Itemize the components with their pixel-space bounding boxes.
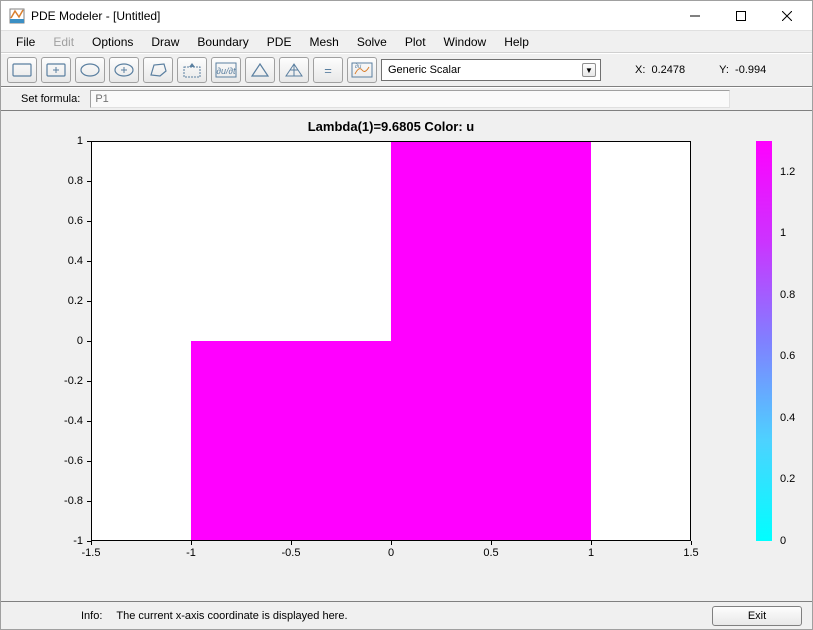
formula-label: Set formula:: [21, 93, 80, 105]
menu-mesh[interactable]: Mesh: [300, 33, 347, 51]
menu-pde[interactable]: PDE: [258, 33, 301, 51]
close-button[interactable]: [764, 1, 810, 31]
ellipse-tool-button[interactable]: [75, 57, 105, 83]
status-info-label: Info:: [81, 610, 102, 622]
app-icon: [9, 8, 25, 24]
boundary-tool-button[interactable]: [177, 57, 207, 83]
menu-window[interactable]: Window: [435, 33, 496, 51]
solve-button[interactable]: =: [313, 57, 343, 83]
menu-boundary[interactable]: Boundary: [188, 33, 257, 51]
y-tick: -0.8: [51, 495, 91, 507]
menu-edit: Edit: [44, 33, 83, 51]
mesh-init-button[interactable]: [245, 57, 275, 83]
rect-tool-button[interactable]: [7, 57, 37, 83]
svg-text:=: =: [324, 63, 332, 78]
toolbar: ∂u/∂t = ∂u Generic Scalar ▼ X: 0.2478 Y:…: [1, 53, 812, 87]
dropdown-value: Generic Scalar: [388, 64, 461, 76]
plot-title: Lambda(1)=9.6805 Color: u: [91, 119, 691, 134]
svg-text:∂u: ∂u: [355, 63, 362, 70]
titlebar[interactable]: PDE Modeler - [Untitled]: [1, 1, 812, 31]
menu-solve[interactable]: Solve: [348, 33, 396, 51]
app-window: PDE Modeler - [Untitled] FileEditOptions…: [0, 0, 813, 630]
plot-3d-button[interactable]: ∂u: [347, 57, 377, 83]
menubar: FileEditOptionsDrawBoundaryPDEMeshSolveP…: [1, 31, 812, 53]
menu-help[interactable]: Help: [495, 33, 538, 51]
menu-plot[interactable]: Plot: [396, 33, 435, 51]
status-text: The current x-axis coordinate is display…: [116, 610, 712, 622]
statusbar: Info: The current x-axis coordinate is d…: [1, 601, 812, 629]
y-coord-readout: Y: -0.994: [719, 64, 766, 76]
minimize-button[interactable]: [672, 1, 718, 31]
y-tick: -0.4: [51, 415, 91, 427]
rect-center-tool-button[interactable]: [41, 57, 71, 83]
y-tick: 0: [51, 335, 91, 347]
colorbar-tick: 0.6: [772, 350, 795, 362]
y-tick: 0.2: [51, 295, 91, 307]
y-tick: -0.2: [51, 375, 91, 387]
x-coord-readout: X: 0.2478: [635, 64, 685, 76]
y-tick: 0.6: [51, 215, 91, 227]
formula-row: Set formula:: [1, 87, 812, 111]
y-tick: 0.8: [51, 175, 91, 187]
mesh-refine-button[interactable]: [279, 57, 309, 83]
app-mode-dropdown[interactable]: Generic Scalar ▼: [381, 59, 601, 81]
y-tick: 1: [51, 135, 91, 147]
menu-options[interactable]: Options: [83, 33, 142, 51]
pde-spec-button[interactable]: ∂u/∂t: [211, 57, 241, 83]
menu-draw[interactable]: Draw: [142, 33, 188, 51]
colorbar-tick: 1.2: [772, 166, 795, 178]
colorbar-tick: 0.8: [772, 289, 795, 301]
y-tick: -0.6: [51, 455, 91, 467]
chevron-down-icon: ▼: [582, 63, 596, 77]
plot-canvas: Lambda(1)=9.6805 Color: u -1-0.8-0.6-0.4…: [1, 111, 812, 601]
y-tick: 0.4: [51, 255, 91, 267]
ellipse-center-tool-button[interactable]: [109, 57, 139, 83]
polygon-tool-button[interactable]: [143, 57, 173, 83]
colorbar-tick: 0.2: [772, 473, 795, 485]
menu-file[interactable]: File: [7, 33, 44, 51]
window-title: PDE Modeler - [Untitled]: [31, 9, 672, 23]
formula-input[interactable]: [90, 90, 730, 108]
colorbar-tick: 0.4: [772, 412, 795, 424]
svg-text:∂u/∂t: ∂u/∂t: [217, 66, 236, 76]
colorbar-tick: 0: [772, 535, 786, 547]
axes[interactable]: -1-0.8-0.6-0.4-0.200.20.40.60.81-1.5-1-0…: [91, 141, 691, 541]
colorbar: 00.20.40.60.811.2: [756, 141, 772, 541]
exit-button[interactable]: Exit: [712, 606, 802, 626]
colorbar-tick: 1: [772, 227, 786, 239]
maximize-button[interactable]: [718, 1, 764, 31]
